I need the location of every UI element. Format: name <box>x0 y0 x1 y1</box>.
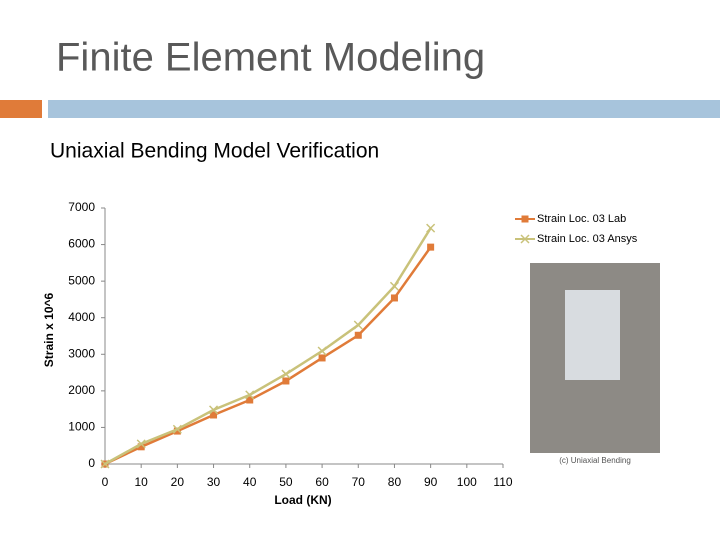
data-point <box>427 243 435 251</box>
legend-marker <box>521 215 529 223</box>
y-tick-label: 1000 <box>68 420 95 434</box>
x-tick-label: 80 <box>388 475 402 489</box>
data-point <box>245 390 255 400</box>
legend-label: Strain Loc. 03 Lab <box>537 213 626 225</box>
data-point <box>281 369 291 379</box>
y-tick-label: 4000 <box>68 310 95 324</box>
y-tick-label: 6000 <box>68 237 95 251</box>
x-tick-label: 70 <box>352 475 366 489</box>
x-tick-label: 10 <box>135 475 149 489</box>
data-point <box>317 346 327 356</box>
series-line <box>104 227 432 466</box>
data-point <box>282 377 290 385</box>
x-tick-label: 90 <box>424 475 438 489</box>
x-tick-label: 50 <box>279 475 293 489</box>
data-point <box>354 331 362 339</box>
x-tick-label: 30 <box>207 475 221 489</box>
series-line <box>104 246 432 466</box>
data-point <box>172 424 182 434</box>
y-axis-label: Strain x 10^6 <box>42 292 56 367</box>
data-point <box>426 223 436 233</box>
y-tick-label: 0 <box>88 456 95 470</box>
x-tick-label: 40 <box>243 475 257 489</box>
photo-caption: (c) Uniaxial Bending <box>559 456 631 465</box>
slide-title: Finite Element Modeling <box>56 36 485 80</box>
photo-specimen <box>565 290 620 380</box>
header-bar <box>48 100 720 118</box>
x-tick-label: 100 <box>457 475 477 489</box>
data-point <box>173 427 181 435</box>
x-tick-label: 20 <box>171 475 185 489</box>
data-point <box>318 354 326 362</box>
accent-bar <box>0 100 42 118</box>
slide-subtitle: Uniaxial Bending Model Verification <box>50 140 379 163</box>
data-point <box>137 443 145 451</box>
data-point <box>100 459 110 469</box>
data-point <box>353 320 363 330</box>
data-point <box>246 396 254 404</box>
y-tick-label: 7000 <box>68 200 95 214</box>
data-point <box>136 439 146 449</box>
data-point <box>210 411 218 419</box>
data-point <box>390 294 398 302</box>
x-tick-label: 60 <box>315 475 329 489</box>
y-tick-label: 5000 <box>68 273 95 287</box>
x-tick-label: 0 <box>102 475 109 489</box>
data-point <box>389 281 399 291</box>
x-axis-label: Load (KN) <box>274 493 331 507</box>
x-tick-label: 110 <box>493 475 512 489</box>
legend-label: Strain Loc. 03 Ansys <box>537 233 638 245</box>
data-point <box>209 405 219 415</box>
legend-marker <box>520 234 530 244</box>
y-tick-label: 3000 <box>68 346 95 360</box>
y-tick-label: 2000 <box>68 383 95 397</box>
